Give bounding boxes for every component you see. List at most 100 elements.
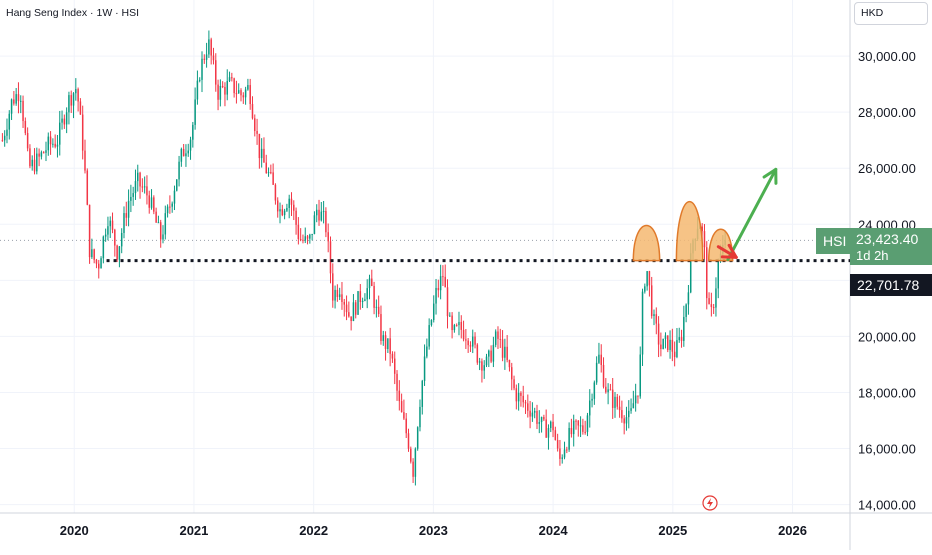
candle-body	[320, 211, 323, 221]
candle-body	[59, 122, 61, 145]
candle-body	[488, 350, 490, 357]
candle-body	[669, 339, 671, 350]
candle-body	[446, 287, 449, 317]
candle-body	[605, 386, 607, 393]
candle-body	[664, 335, 667, 339]
candle-body	[93, 249, 95, 260]
candle-body	[116, 245, 118, 260]
candle-body	[511, 367, 513, 380]
red-arrow-line	[716, 245, 738, 259]
candle-body	[299, 239, 302, 241]
candle-body	[584, 431, 586, 433]
x-tick-label: 2025	[658, 523, 687, 538]
y-tick-label: 30,000.00	[858, 49, 916, 64]
candle-body	[17, 94, 20, 102]
candle-body	[428, 325, 430, 347]
candle-body	[494, 331, 497, 345]
candle-body	[1, 140, 4, 142]
candle-body	[678, 337, 680, 341]
candle-body	[449, 315, 451, 317]
current-price-label: 23,423.40	[856, 231, 919, 247]
candle-body	[348, 312, 350, 317]
candle-body	[504, 346, 506, 358]
candle-body	[497, 331, 499, 339]
candle-body	[304, 236, 307, 241]
candle-body	[481, 361, 483, 371]
candle-body	[611, 389, 614, 408]
candle-body	[283, 210, 286, 216]
candle-body	[61, 118, 63, 123]
candle-body	[155, 211, 157, 223]
candle-body	[130, 196, 132, 201]
candle-body	[176, 179, 178, 191]
candle-body	[375, 306, 378, 308]
candle-body	[334, 289, 336, 301]
candle-body	[79, 101, 82, 115]
candle-body	[520, 392, 522, 396]
candle-body	[68, 95, 70, 113]
candle-body	[327, 232, 329, 242]
candle-body	[114, 229, 116, 246]
candle-body	[212, 55, 215, 61]
candle-body	[72, 93, 75, 106]
candle-body	[371, 278, 373, 286]
candle-body	[391, 353, 394, 359]
candle-body	[254, 118, 256, 131]
y-tick-label: 28,000.00	[858, 105, 916, 120]
candle-body	[653, 314, 655, 317]
candle-body	[632, 403, 635, 409]
candle-body	[382, 335, 385, 341]
candle-body	[490, 350, 492, 362]
candle-body	[6, 129, 8, 136]
candle-body	[458, 321, 460, 326]
candle-body	[591, 398, 593, 401]
candle-body	[345, 304, 348, 313]
candle-body	[33, 159, 36, 172]
candle-body	[137, 172, 139, 182]
candle-body	[313, 215, 316, 234]
candle-body	[634, 395, 637, 404]
candle-body	[279, 209, 281, 212]
candle-body	[111, 220, 114, 230]
candle-body	[644, 286, 646, 292]
candle-body	[600, 354, 602, 365]
candle-body	[579, 425, 582, 427]
candle-body	[325, 211, 327, 233]
candle-body	[559, 448, 561, 459]
candle-body	[469, 345, 472, 347]
shoulder-hump-marker	[675, 200, 704, 262]
candle-body	[439, 276, 442, 291]
candle-body	[357, 291, 359, 315]
candle-body	[577, 420, 580, 426]
candle-body	[366, 288, 368, 300]
candle-body	[288, 198, 290, 208]
candle-body	[405, 418, 407, 434]
candle-body	[712, 307, 715, 309]
candle-body	[660, 344, 662, 350]
candle-body	[343, 301, 346, 305]
x-tick-label: 2022	[299, 523, 328, 538]
candle-body	[332, 273, 334, 301]
candle-body	[529, 410, 531, 417]
x-tick-label: 2026	[778, 523, 807, 538]
candle-body	[173, 190, 176, 204]
candle-body	[589, 400, 591, 416]
currency-selector[interactable]: HKD	[854, 2, 928, 25]
level-tag: 22,701.78	[850, 274, 932, 296]
candle-body	[515, 388, 518, 402]
candle-body	[563, 449, 566, 458]
candle-body	[276, 200, 279, 212]
candle-body	[29, 148, 31, 167]
candle-body	[568, 427, 570, 450]
symbol-label: HSI	[823, 233, 847, 249]
candle-body	[609, 389, 612, 391]
candle-body	[24, 121, 27, 134]
candle-body	[267, 172, 270, 174]
candle-body	[717, 261, 719, 289]
chart-title: Hang Seng Index · 1W · HSI	[6, 7, 140, 19]
candle-body	[265, 162, 267, 174]
candle-body	[38, 153, 40, 157]
candle-body	[641, 291, 644, 355]
